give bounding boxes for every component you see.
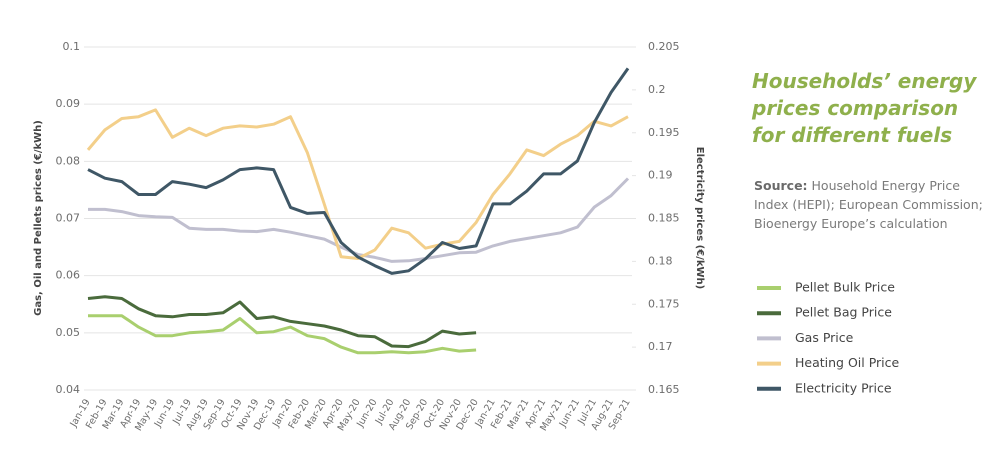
series-line — [88, 314, 477, 355]
series-line — [87, 67, 630, 275]
y2-tick-label: 0.175 — [648, 297, 680, 310]
y2-tick-label: 0.2 — [648, 83, 666, 96]
source: Source: Household Energy Price Index (HE… — [754, 176, 984, 233]
y-tick-label: 0.06 — [56, 269, 81, 282]
source-text: Household Energy Price Index (HEPI); Eur… — [754, 178, 983, 231]
y2-tick-label: 0.17 — [648, 340, 673, 353]
y2-tick-label: 0.19 — [648, 169, 673, 182]
legend-label: Heating Oil Price — [795, 355, 900, 370]
series-line — [87, 295, 477, 349]
chart-title: Households’ energy prices comparison for… — [752, 69, 977, 147]
y-tick-label: 0.1 — [63, 40, 81, 53]
legend-label: Pellet Bulk Price — [795, 280, 895, 295]
y2-tick-label: 0.195 — [648, 126, 680, 139]
source-label: Source: — [754, 178, 808, 193]
series-line — [88, 177, 630, 263]
y2-tick-label: 0.165 — [648, 383, 680, 396]
y2-axis-label: Electricity prices (€/kWh) — [694, 147, 705, 289]
legend-label: Electricity Price — [795, 380, 892, 395]
y2-tick-label: 0.205 — [648, 40, 680, 53]
y-tick-label: 0.09 — [56, 97, 81, 110]
y-axis-label: Gas, Oil and Pellets prices (€/kWh) — [33, 120, 44, 316]
legend-label: Pellet Bag Price — [795, 305, 892, 320]
legend-label: Gas Price — [795, 330, 854, 345]
y-tick-label: 0.04 — [56, 383, 81, 396]
y-tick-label: 0.08 — [56, 154, 81, 167]
y2-tick-label: 0.185 — [648, 212, 680, 225]
y-tick-label: 0.07 — [56, 212, 81, 225]
y2-tick-label: 0.18 — [648, 254, 673, 267]
y-tick-label: 0.05 — [56, 326, 81, 339]
